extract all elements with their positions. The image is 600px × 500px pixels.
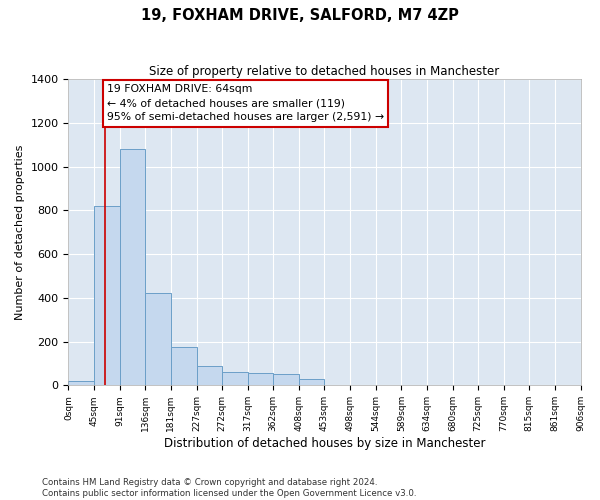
Bar	[248, 374, 273, 386]
Bar	[197, 366, 222, 386]
Bar	[222, 372, 248, 386]
Bar	[273, 374, 299, 386]
Bar	[171, 347, 197, 386]
Text: 19 FOXHAM DRIVE: 64sqm
← 4% of detached houses are smaller (119)
95% of semi-det: 19 FOXHAM DRIVE: 64sqm ← 4% of detached …	[107, 84, 384, 122]
Title: Size of property relative to detached houses in Manchester: Size of property relative to detached ho…	[149, 65, 500, 78]
Text: Contains HM Land Registry data © Crown copyright and database right 2024.
Contai: Contains HM Land Registry data © Crown c…	[42, 478, 416, 498]
Bar	[120, 149, 145, 386]
X-axis label: Distribution of detached houses by size in Manchester: Distribution of detached houses by size …	[164, 437, 485, 450]
Bar	[68, 381, 94, 386]
Y-axis label: Number of detached properties: Number of detached properties	[15, 144, 25, 320]
Bar	[299, 379, 325, 386]
Text: 19, FOXHAM DRIVE, SALFORD, M7 4ZP: 19, FOXHAM DRIVE, SALFORD, M7 4ZP	[141, 8, 459, 22]
Bar	[94, 206, 120, 386]
Bar	[145, 294, 171, 386]
